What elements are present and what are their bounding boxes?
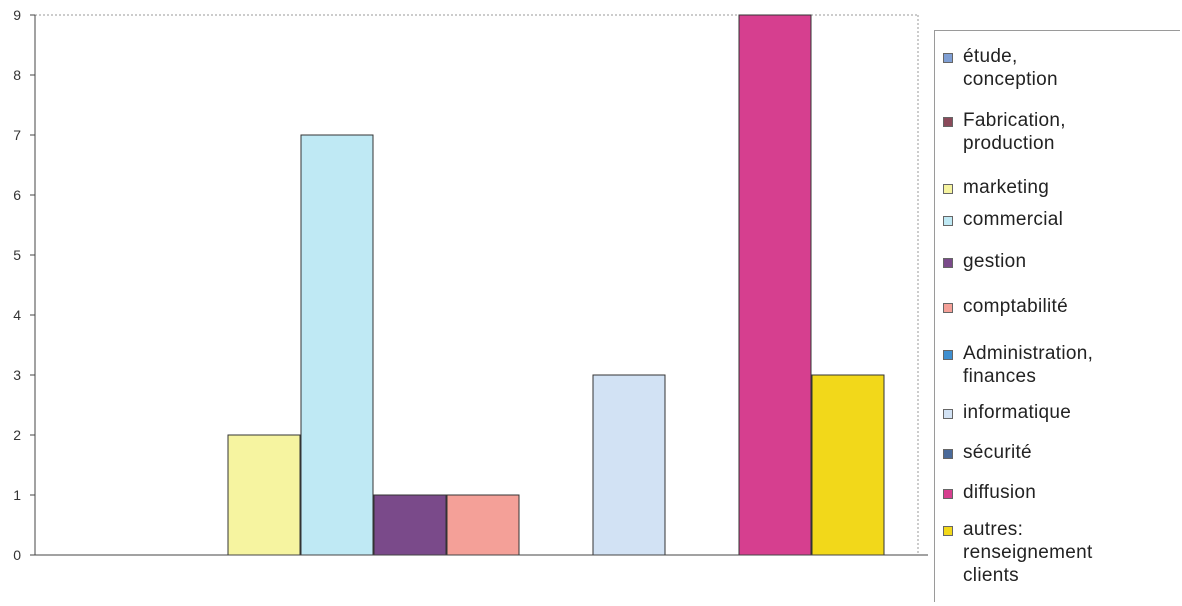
y-tick-label: 3: [13, 367, 21, 383]
legend-label: sécurité: [963, 442, 1032, 463]
y-tick-label: 5: [13, 247, 21, 263]
legend-item: étude, conception: [943, 45, 1058, 91]
legend-item: Administration, finances: [943, 342, 1093, 388]
legend-label: gestion: [963, 251, 1027, 272]
legend-label: Fabrication, production: [963, 110, 1066, 154]
legend-item: diffusion: [943, 481, 1036, 504]
legend-swatch: [943, 526, 953, 536]
legend-swatch: [943, 53, 953, 63]
y-tick-label: 6: [13, 187, 21, 203]
legend-label: informatique: [963, 402, 1072, 423]
legend-swatch: [943, 216, 953, 226]
y-tick-label: 9: [13, 7, 21, 23]
legend-swatch: [943, 409, 953, 419]
legend-item: sécurité: [943, 441, 1032, 464]
legend-swatch: [943, 258, 953, 268]
y-tick-label: 2: [13, 427, 21, 443]
legend-item: Fabrication, production: [943, 109, 1066, 155]
chart-legend: étude, conception Fabrication, production…: [934, 30, 1180, 602]
legend-label: marketing: [963, 177, 1050, 198]
legend-item: informatique: [943, 401, 1071, 424]
bar-2: [227, 434, 301, 556]
legend-item: commercial: [943, 208, 1063, 231]
chart-plot-area: 0 1 2 3 4 5 6 7 8 9: [13, 7, 928, 563]
legend-swatch: [943, 303, 953, 313]
legend-label: comptabilité: [963, 296, 1068, 317]
legend-item: gestion: [943, 250, 1026, 273]
bar-3: [300, 134, 374, 556]
y-tick-label: 8: [13, 67, 21, 83]
legend-label: étude, conception: [963, 46, 1058, 90]
bar-7: [592, 374, 666, 556]
bar-9: [738, 14, 812, 556]
y-tick-label: 0: [13, 547, 21, 563]
legend-label: Administration, finances: [963, 343, 1094, 387]
legend-label: autres: renseignement clients: [963, 519, 1093, 586]
bar-5: [446, 494, 520, 556]
legend-swatch: [943, 489, 953, 499]
legend-item: marketing: [943, 176, 1049, 199]
y-tick-label: 7: [13, 127, 21, 143]
bar-10: [811, 374, 885, 556]
legend-swatch: [943, 117, 953, 127]
legend-label: diffusion: [963, 482, 1037, 503]
legend-label: commercial: [963, 209, 1064, 230]
y-tick-label: 4: [13, 307, 21, 323]
y-tick-label: 1: [13, 487, 21, 503]
legend-swatch: [943, 350, 953, 360]
bar-4: [373, 494, 447, 556]
legend-swatch: [943, 449, 953, 459]
legend-item: comptabilité: [943, 295, 1068, 318]
legend-swatch: [943, 184, 953, 194]
legend-item: autres: renseignement clients: [943, 518, 1093, 587]
